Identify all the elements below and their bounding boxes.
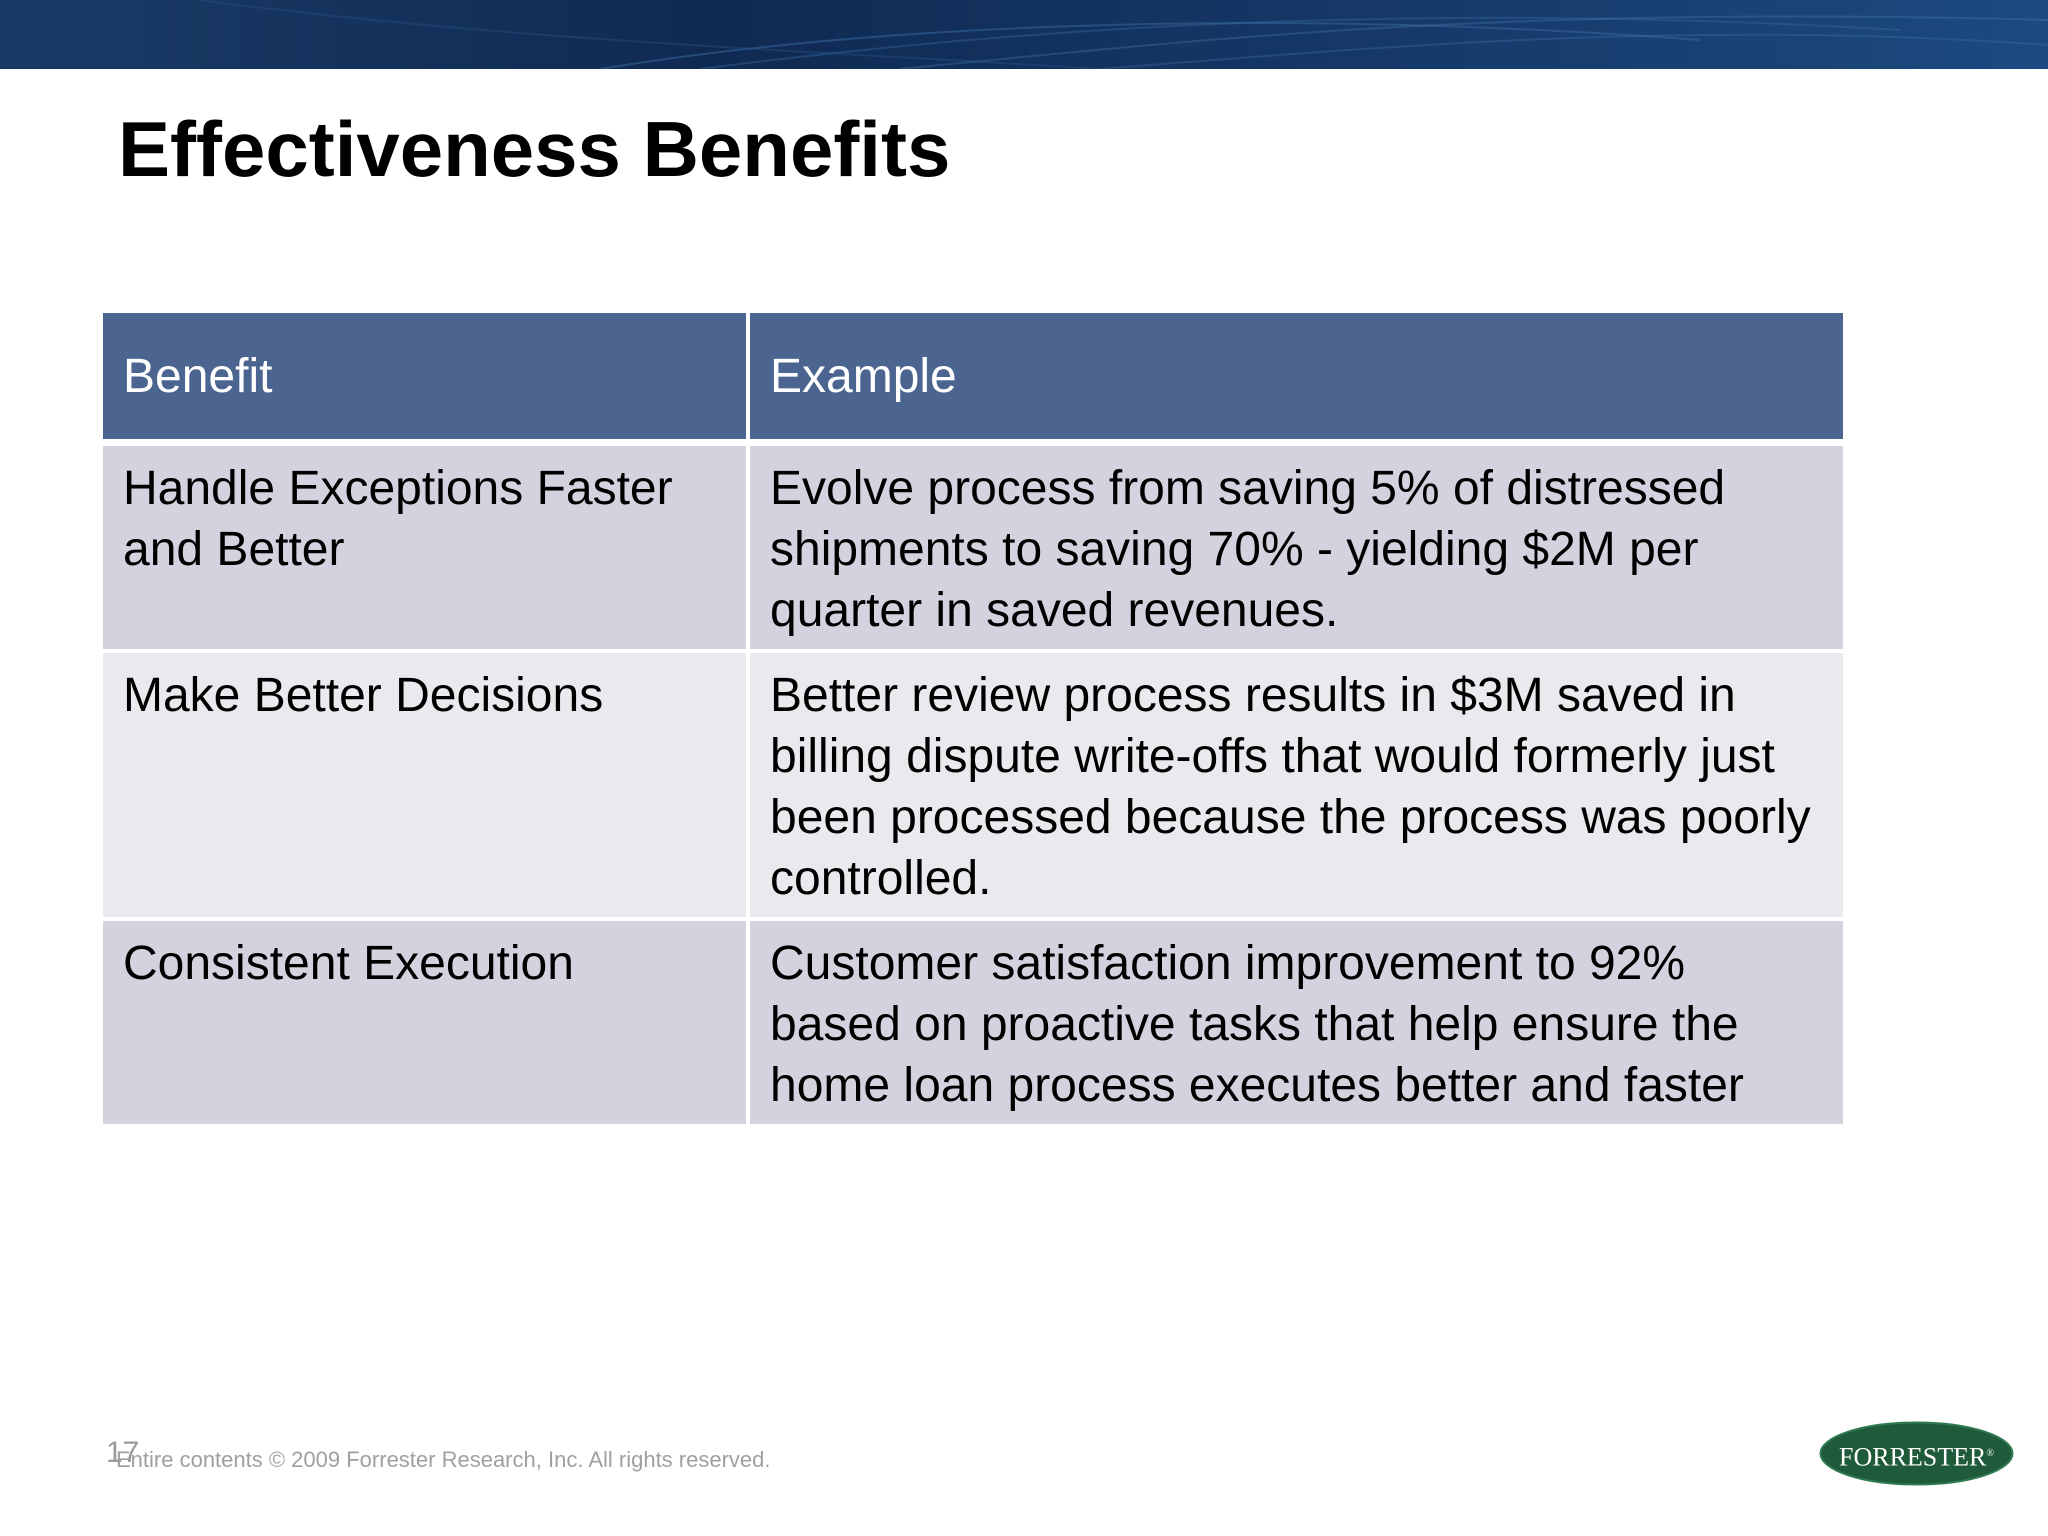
header-wave-pattern bbox=[199, 0, 2048, 69]
logo-wordmark: FORRESTER® bbox=[1839, 1442, 1994, 1472]
benefits-table: Benefit Example Handle Exceptions Faster… bbox=[103, 313, 1843, 1124]
example-cell: Better review process results in $3M sav… bbox=[750, 653, 1843, 921]
benefit-cell: Make Better Decisions bbox=[103, 653, 750, 921]
header-band bbox=[0, 0, 2048, 69]
copyright-notice: Entire contents © 2009 Forrester Researc… bbox=[116, 1447, 771, 1472]
example-cell: Customer satisfaction improvement to 92%… bbox=[750, 921, 1843, 1124]
forrester-logo: FORRESTER® bbox=[1818, 1420, 2015, 1487]
table-row: Make Better Decisions Better review proc… bbox=[103, 653, 1843, 921]
table-row: Consistent Execution Customer satisfacti… bbox=[103, 921, 1843, 1124]
page-number: 17 bbox=[106, 1436, 140, 1469]
table-row: Handle Exceptions Faster and Better Evol… bbox=[103, 446, 1843, 653]
example-cell: Evolve process from saving 5% of distres… bbox=[750, 446, 1843, 653]
column-header-benefit: Benefit bbox=[103, 313, 750, 446]
logo-ellipse-icon bbox=[1819, 1421, 2014, 1486]
benefit-cell: Consistent Execution bbox=[103, 921, 750, 1124]
benefit-cell: Handle Exceptions Faster and Better bbox=[103, 446, 750, 653]
column-header-example: Example bbox=[750, 313, 1843, 446]
slide-title: Effectiveness Benefits bbox=[118, 105, 951, 193]
table-header-row: Benefit Example bbox=[103, 313, 1843, 446]
